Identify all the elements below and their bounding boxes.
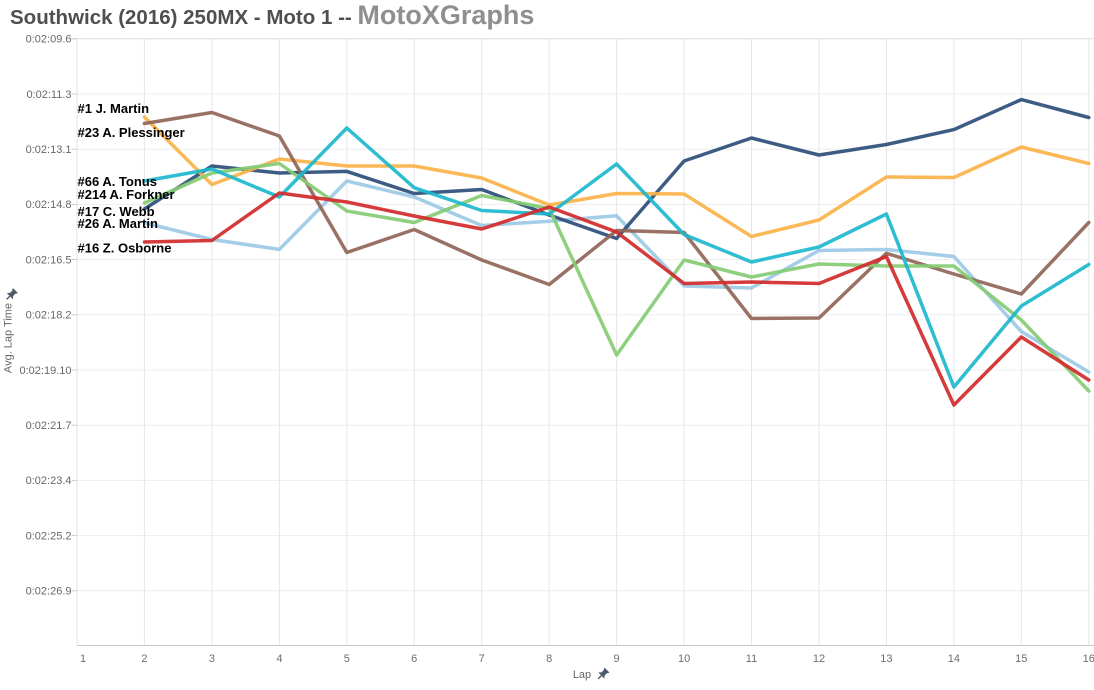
svg-text:0:02:13.1: 0:02:13.1 [26, 144, 72, 156]
svg-text:8: 8 [546, 653, 552, 665]
svg-text:14: 14 [948, 653, 960, 665]
svg-text:6: 6 [411, 653, 417, 665]
svg-text:5: 5 [344, 653, 350, 665]
svg-text:3: 3 [209, 653, 215, 665]
svg-text:0:02:09.6: 0:02:09.6 [26, 34, 72, 46]
svg-text:#16 Z. Osborne: #16 Z. Osborne [78, 240, 172, 255]
svg-text:11: 11 [746, 653, 757, 665]
svg-text:9: 9 [614, 653, 620, 665]
svg-text:0:02:21.7: 0:02:21.7 [26, 420, 72, 432]
svg-text:0:02:19.10: 0:02:19.10 [20, 365, 72, 377]
svg-text:#66 A. Tonus: #66 A. Tonus [78, 174, 157, 189]
svg-text:Lap: Lap [573, 669, 591, 681]
svg-text:16: 16 [1083, 653, 1094, 665]
svg-text:0:02:16.5: 0:02:16.5 [26, 254, 72, 266]
svg-text:0:02:14.8: 0:02:14.8 [26, 199, 72, 211]
svg-text:#214 A. Forkner: #214 A. Forkner [78, 187, 175, 202]
svg-text:Avg. Lap Time: Avg. Lap Time [3, 303, 15, 373]
svg-text:10: 10 [678, 653, 690, 665]
svg-text:2: 2 [141, 653, 147, 665]
svg-text:#1 J. Martin: #1 J. Martin [78, 101, 150, 116]
svg-text:0:02:11.3: 0:02:11.3 [26, 89, 71, 101]
svg-text:15: 15 [1015, 653, 1027, 665]
svg-text:#23 A. Plessinger: #23 A. Plessinger [78, 125, 185, 140]
svg-text:12: 12 [813, 653, 825, 665]
svg-text:7: 7 [479, 653, 485, 665]
svg-text:0:02:23.4: 0:02:23.4 [26, 475, 72, 487]
svg-text:#26 A. Martin: #26 A. Martin [78, 216, 158, 231]
svg-text:13: 13 [880, 653, 892, 665]
svg-text:0:02:26.9: 0:02:26.9 [26, 586, 72, 598]
svg-text:1: 1 [80, 653, 86, 665]
svg-text:0:02:25.2: 0:02:25.2 [26, 530, 72, 542]
svg-text:4: 4 [276, 653, 282, 665]
svg-text:0:02:18.2: 0:02:18.2 [26, 310, 72, 322]
svg-text:#17 C. Webb: #17 C. Webb [78, 204, 155, 219]
